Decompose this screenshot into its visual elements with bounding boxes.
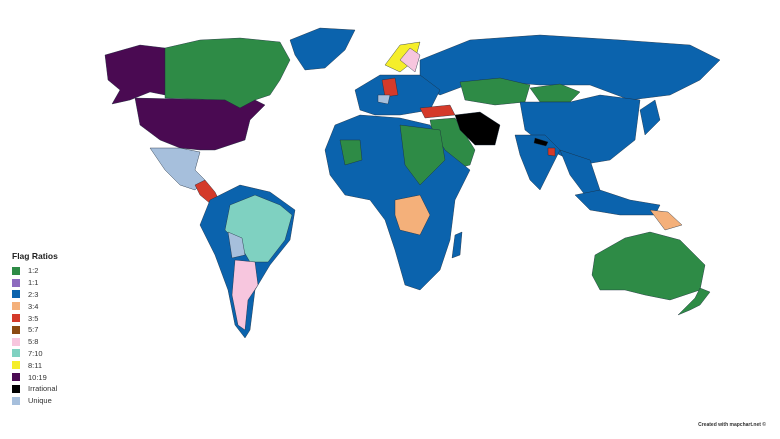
- legend-label: Irrational: [28, 384, 58, 394]
- region-argentina: [231, 259, 259, 331]
- legend-label: Unique: [28, 396, 52, 406]
- region-bangladesh: [547, 147, 556, 157]
- region-iran: [454, 111, 501, 146]
- region-canada: [164, 37, 291, 109]
- region-bolivia: [227, 231, 246, 259]
- region-switzerland: [377, 94, 391, 105]
- region-madagascar: [451, 231, 463, 259]
- legend-item: 5:7: [10, 324, 90, 336]
- legend-swatch: [12, 278, 20, 287]
- legend-item: 8:11: [10, 359, 90, 371]
- legend-title: Flag Ratios: [12, 251, 58, 261]
- legend-item: 1:2: [10, 265, 90, 277]
- legend-swatch: [12, 361, 20, 370]
- legend: Flag Ratios 1:2 1:1 2:3 3:4 3:5 5:7 5:8 7:10 8:1…: [10, 251, 90, 407]
- region-russia: [419, 34, 721, 101]
- legend-swatch: [12, 396, 20, 405]
- legend-item: 5:8: [10, 336, 90, 348]
- legend-label: 10:19: [28, 372, 47, 382]
- region-dr-congo: [394, 194, 431, 236]
- region-usa: [134, 97, 266, 151]
- legend-items: 1:2 1:1 2:3 3:4 3:5 5:7 5:8 7:10 8:11 10:19 Irrati…: [10, 265, 90, 407]
- region-mongolia: [529, 83, 581, 103]
- region-nepal: [533, 137, 549, 147]
- legend-label: 1:1: [28, 278, 39, 288]
- region-mexico: [149, 147, 206, 191]
- region-greenland: [289, 27, 356, 71]
- region-alaska: [104, 44, 166, 105]
- region-indonesia: [574, 189, 661, 216]
- legend-swatch: [12, 373, 20, 382]
- legend-label: 3:5: [28, 313, 39, 323]
- legend-item: 10:19: [10, 371, 90, 383]
- region-germany: [381, 77, 399, 98]
- legend-item: 1:1: [10, 277, 90, 289]
- legend-label: 8:11: [28, 360, 43, 370]
- legend-swatch: [12, 314, 20, 323]
- legend-label: 1:2: [28, 266, 39, 276]
- region-png: [649, 209, 683, 231]
- region-finland: [399, 47, 421, 73]
- legend-swatch: [12, 290, 20, 299]
- legend-label: 7:10: [28, 348, 43, 358]
- legend-swatch: [12, 325, 20, 334]
- region-north-africa-green: [399, 124, 446, 186]
- credit-text: Created with mapchart.net ©: [698, 422, 766, 428]
- region-australia: [591, 231, 706, 301]
- region-japan: [639, 99, 661, 136]
- legend-item: 3:5: [10, 312, 90, 324]
- legend-swatch: [12, 302, 20, 311]
- region-west-africa-green: [339, 139, 363, 166]
- legend-item: 3:4: [10, 300, 90, 312]
- legend-swatch: [12, 349, 20, 358]
- legend-swatch: [12, 266, 20, 275]
- region-new-zealand: [677, 287, 711, 316]
- legend-item: 2:3: [10, 289, 90, 301]
- legend-label: 5:7: [28, 325, 39, 335]
- legend-label: 2:3: [28, 289, 39, 299]
- legend-item: Unique: [10, 395, 90, 407]
- legend-item: Irrational: [10, 383, 90, 395]
- legend-label: 3:4: [28, 301, 39, 311]
- legend-item: 7:10: [10, 348, 90, 360]
- legend-swatch: [12, 337, 20, 346]
- legend-label: 5:8: [28, 337, 39, 347]
- legend-swatch: [12, 384, 20, 393]
